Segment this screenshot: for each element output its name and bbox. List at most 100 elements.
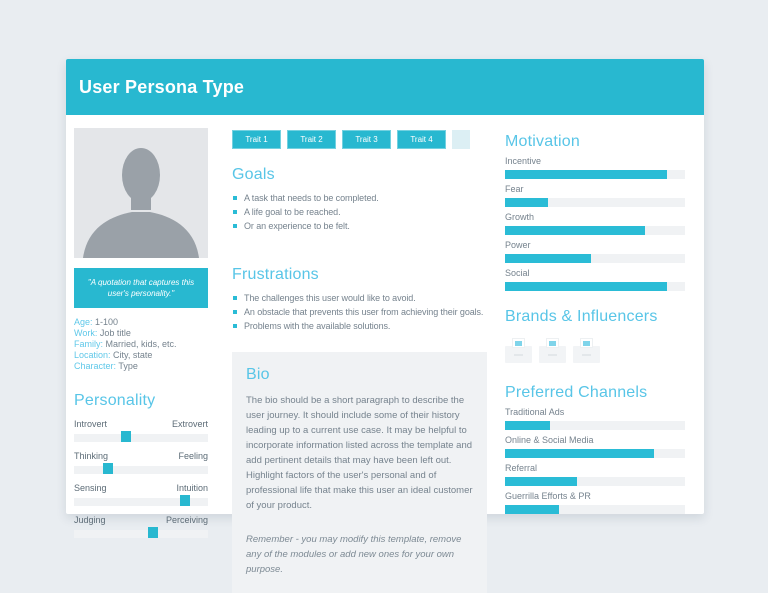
trait-button[interactable]: Trait 4 xyxy=(397,130,446,149)
frustrations-title: Frustrations xyxy=(232,266,319,283)
bar-fill xyxy=(505,170,667,179)
demographic-label: Location: xyxy=(74,350,114,360)
bar-group: Referral xyxy=(505,463,685,486)
bar-track xyxy=(505,505,685,514)
channel-bars: Traditional Ads Online & Social Media Refe… xyxy=(505,407,685,514)
bar-group: Online & Social Media xyxy=(505,435,685,458)
trait-placeholder[interactable] xyxy=(452,130,470,149)
bar-fill xyxy=(505,477,577,486)
bar-fill xyxy=(505,254,592,263)
slider-left-label: Thinking xyxy=(74,451,109,461)
trait-button-row: Trait 1 Trait 2 Trait 3 Trait 4 xyxy=(232,130,487,149)
brand-image-placeholder[interactable] xyxy=(539,338,566,363)
demographic-label: Work: xyxy=(74,328,100,338)
card-body: "A quotation that captures this user's p… xyxy=(66,115,704,593)
bar-track xyxy=(505,282,685,291)
personality-title: Personality xyxy=(74,392,156,409)
quote-text: "A quotation that captures this user's p… xyxy=(87,278,195,298)
bar-label: Social xyxy=(505,268,530,278)
personality-slider: Thinking Feeling xyxy=(74,451,208,474)
bio-paragraph: The bio should be a short paragraph to d… xyxy=(246,395,473,511)
placeholder-caption-line xyxy=(582,354,591,356)
slider-right-label: Feeling xyxy=(178,451,208,461)
bio-box: Bio The bio should be a short paragraph … xyxy=(232,352,487,593)
bar-group: Guerrilla Efforts & PR xyxy=(505,491,685,514)
frustration-item: The challenges this user would like to a… xyxy=(232,291,487,305)
quote-box[interactable]: "A quotation that captures this user's p… xyxy=(74,268,208,308)
slider-labels: Thinking Feeling xyxy=(74,451,208,461)
bar-group: Growth xyxy=(505,212,685,235)
slider-track[interactable] xyxy=(74,463,208,474)
page-title: User Persona Type xyxy=(79,76,245,97)
bar-label: Incentive xyxy=(505,156,542,166)
frustrations-list: The challenges this user would like to a… xyxy=(232,291,487,333)
demographic-label: Family: xyxy=(74,339,106,349)
slider-left-label: Sensing xyxy=(74,483,107,493)
demographic-row: Age: 1-100 xyxy=(74,317,208,328)
demographic-value: Type xyxy=(118,361,138,371)
frustration-item: An obstacle that prevents this user from… xyxy=(232,305,487,319)
slider-handle[interactable] xyxy=(148,527,159,538)
slider-handle[interactable] xyxy=(180,495,191,506)
personality-slider: Sensing Intuition xyxy=(74,483,208,506)
bar-track xyxy=(505,198,685,207)
brand-image-placeholder[interactable] xyxy=(505,338,532,363)
slider-left-label: Introvert xyxy=(74,419,108,429)
goals-list: A task that needs to be completed. A life… xyxy=(232,191,487,233)
bar-group: Social xyxy=(505,268,685,291)
bar-fill xyxy=(505,421,550,430)
center-column: Trait 1 Trait 2 Trait 3 Trait 4 Goals A tas… xyxy=(232,130,487,593)
bar-label: Referral xyxy=(505,463,538,473)
slider-right-label: Perceiving xyxy=(165,515,208,525)
slider-track[interactable] xyxy=(74,431,208,442)
demographic-row: Family: Married, kids, etc. xyxy=(74,339,208,350)
channels-title: Preferred Channels xyxy=(505,384,648,401)
image-tab-icon xyxy=(512,338,525,348)
demographic-label: Character: xyxy=(74,361,119,371)
slider-labels: Sensing Intuition xyxy=(74,483,208,493)
avatar[interactable] xyxy=(74,128,208,258)
persona-card: User Persona Type "A quotation that capt… xyxy=(66,59,704,593)
bar-label: Online & Social Media xyxy=(505,435,594,445)
bar-label: Traditional Ads xyxy=(505,407,565,417)
placeholder-caption-line xyxy=(548,354,557,356)
bio-note: Remember - you may modify this template,… xyxy=(246,534,462,575)
slider-handle[interactable] xyxy=(102,463,113,474)
bar-label: Growth xyxy=(505,212,535,222)
slider-right-label: Extrovert xyxy=(171,419,208,429)
frustration-item: Problems with the available solutions. xyxy=(232,319,487,333)
goal-item: A life goal to be reached. xyxy=(232,205,487,219)
bar-label: Power xyxy=(505,240,531,250)
profile-column: "A quotation that captures this user's p… xyxy=(74,128,208,538)
trait-button[interactable]: Trait 2 xyxy=(287,130,336,149)
bar-track xyxy=(505,226,685,235)
demographic-row: Location: City, state xyxy=(74,350,208,361)
bio-title: Bio xyxy=(246,366,270,383)
image-tab-icon xyxy=(546,338,559,348)
bar-group: Traditional Ads xyxy=(505,407,685,430)
photo-icon xyxy=(549,340,556,346)
demographic-value: Married, kids, etc. xyxy=(105,339,177,349)
bar-group: Incentive xyxy=(505,156,685,179)
bar-track xyxy=(505,254,685,263)
brand-placeholder-row xyxy=(505,338,685,363)
bar-label: Guerrilla Efforts & PR xyxy=(505,491,591,501)
slider-track[interactable] xyxy=(74,495,208,506)
bar-track xyxy=(505,477,685,486)
bar-fill xyxy=(505,282,667,291)
right-column: Motivation Incentive Fear Growth Power Socia… xyxy=(505,133,685,514)
trait-button[interactable]: Trait 1 xyxy=(232,130,281,149)
bar-fill xyxy=(505,226,646,235)
brands-title: Brands & Influencers xyxy=(505,308,658,325)
slider-track[interactable] xyxy=(74,527,208,538)
image-tab-icon xyxy=(580,338,593,348)
bar-track xyxy=(505,421,685,430)
bar-group: Power xyxy=(505,240,685,263)
bar-fill xyxy=(505,198,549,207)
trait-button[interactable]: Trait 3 xyxy=(342,130,391,149)
motivation-title: Motivation xyxy=(505,133,580,150)
slider-handle[interactable] xyxy=(121,431,132,442)
demographics-list: Age: 1-100 Work: Job title Family: Married… xyxy=(74,317,208,372)
brand-image-placeholder[interactable] xyxy=(573,338,600,363)
placeholder-caption-line xyxy=(514,354,523,356)
